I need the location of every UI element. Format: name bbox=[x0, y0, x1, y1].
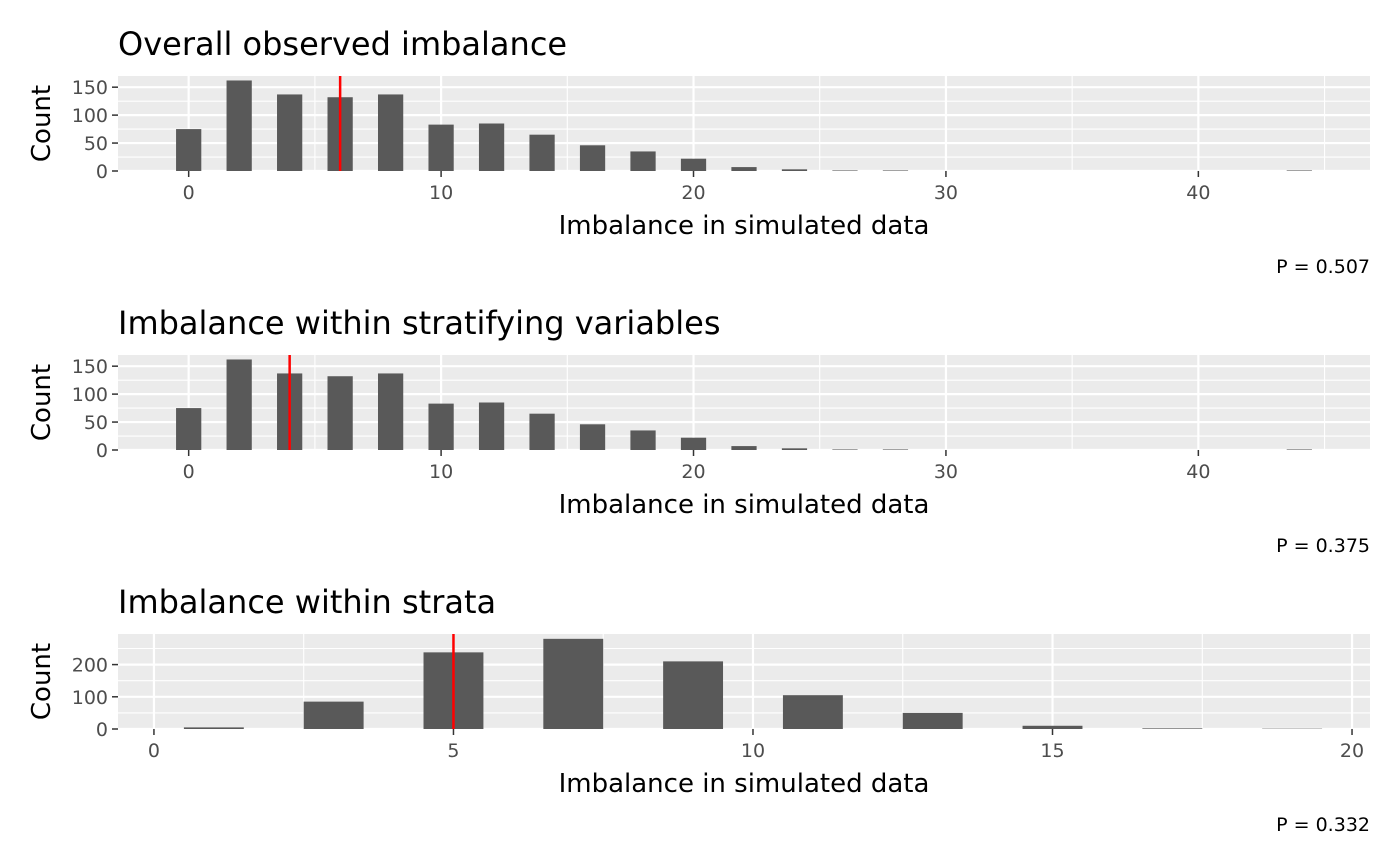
histogram-bar bbox=[782, 695, 843, 729]
y-tick-label: 100 bbox=[72, 105, 108, 127]
x-tick-label: 10 bbox=[429, 461, 453, 483]
y-axis-ticks: 0 50 100 150 bbox=[72, 77, 118, 183]
histogram-bar bbox=[882, 170, 909, 171]
histogram-bar bbox=[226, 359, 252, 450]
histogram-bar bbox=[832, 449, 858, 450]
histogram-bar bbox=[902, 712, 963, 729]
x-tick-label: 10 bbox=[429, 182, 453, 204]
x-tick-label: 30 bbox=[934, 461, 958, 483]
y-tick-label: 0 bbox=[96, 161, 108, 183]
x-tick-label: 0 bbox=[183, 461, 195, 483]
p-value-caption: P = 0.507 bbox=[1276, 256, 1370, 278]
chart-title: Imbalance within stratifying variables bbox=[118, 304, 720, 342]
y-axis-title: Count bbox=[27, 643, 57, 720]
y-tick-label: 0 bbox=[96, 719, 108, 741]
histogram-bar bbox=[1286, 449, 1312, 450]
plot-background bbox=[118, 355, 1370, 450]
histogram-bar bbox=[731, 167, 757, 171]
histogram-bar bbox=[579, 145, 606, 171]
histogram-bar bbox=[680, 437, 707, 450]
chart-panel-overall: Overall observed imbalance 0 50 100 150 0 10… bbox=[27, 25, 1370, 278]
histogram-bar bbox=[176, 408, 202, 450]
histogram-bar bbox=[529, 134, 555, 171]
histogram-bar bbox=[478, 402, 505, 450]
y-tick-label: 150 bbox=[72, 77, 108, 99]
x-tick-label: 40 bbox=[1186, 182, 1210, 204]
y-tick-label: 100 bbox=[72, 384, 108, 406]
histogram-bar bbox=[1286, 170, 1312, 171]
y-axis-title: Count bbox=[27, 364, 57, 441]
histogram-bar bbox=[277, 94, 303, 171]
chart-panel-stratifying-variables: Imbalance within stratifying variables 0… bbox=[27, 304, 1370, 557]
histogram-bar bbox=[377, 373, 404, 450]
histogram-bar bbox=[579, 424, 606, 450]
chart-title: Imbalance within strata bbox=[118, 583, 496, 621]
y-axis-title: Count bbox=[27, 85, 57, 162]
bars bbox=[176, 359, 1312, 450]
x-axis-title: Imbalance in simulated data bbox=[559, 211, 930, 241]
y-axis-ticks: 0 100 200 bbox=[72, 655, 118, 741]
x-tick-label: 30 bbox=[934, 182, 958, 204]
histogram-bar bbox=[630, 151, 656, 171]
y-tick-label: 100 bbox=[72, 687, 108, 709]
x-tick-label: 15 bbox=[1040, 740, 1064, 762]
histogram-bar bbox=[680, 158, 707, 171]
histogram-bar bbox=[183, 727, 244, 729]
x-axis-ticks: 0 5 10 15 20 bbox=[148, 729, 1364, 762]
x-axis-ticks: 0 10 20 30 40 bbox=[183, 450, 1210, 483]
histogram-bar bbox=[663, 661, 724, 729]
chart-title: Overall observed imbalance bbox=[118, 25, 567, 63]
histogram-bar bbox=[1022, 725, 1083, 729]
gridlines bbox=[118, 355, 1370, 452]
histogram-bar bbox=[303, 701, 364, 729]
x-axis-title: Imbalance in simulated data bbox=[559, 490, 930, 520]
histogram-bar bbox=[428, 124, 454, 171]
histogram-bar bbox=[543, 638, 604, 729]
histogram-bar bbox=[781, 169, 808, 171]
x-tick-label: 40 bbox=[1186, 461, 1210, 483]
x-tick-label: 10 bbox=[741, 740, 765, 762]
y-axis-ticks: 0 50 100 150 bbox=[72, 356, 118, 462]
histogram-bar bbox=[882, 449, 909, 450]
x-axis-title: Imbalance in simulated data bbox=[559, 769, 930, 799]
y-tick-label: 150 bbox=[72, 356, 108, 378]
x-tick-label: 5 bbox=[447, 740, 459, 762]
histogram-bar bbox=[1142, 728, 1203, 729]
gridlines bbox=[118, 76, 1370, 173]
plot-background bbox=[118, 76, 1370, 171]
x-tick-label: 0 bbox=[148, 740, 160, 762]
y-tick-label: 50 bbox=[84, 412, 108, 434]
histogram-bar bbox=[630, 430, 656, 450]
x-tick-label: 20 bbox=[681, 182, 705, 204]
x-axis-ticks: 0 10 20 30 40 bbox=[183, 171, 1210, 204]
histogram-bar bbox=[377, 94, 404, 171]
histogram-bar bbox=[529, 413, 555, 450]
histogram-bar bbox=[176, 129, 202, 171]
y-tick-label: 50 bbox=[84, 133, 108, 155]
histogram-bar bbox=[226, 80, 252, 171]
p-value-caption: P = 0.375 bbox=[1276, 535, 1370, 557]
histogram-bar bbox=[428, 403, 454, 450]
x-tick-label: 20 bbox=[681, 461, 705, 483]
histogram-bar bbox=[781, 448, 808, 450]
y-tick-label: 200 bbox=[72, 655, 108, 677]
histogram-bar bbox=[327, 376, 353, 450]
x-tick-label: 20 bbox=[1340, 740, 1364, 762]
histogram-bar bbox=[731, 446, 757, 450]
chart-panel-strata: Imbalance within strata 0 100 200 0 5 10 15 20… bbox=[27, 583, 1370, 836]
x-tick-label: 0 bbox=[183, 182, 195, 204]
histogram-bar bbox=[832, 170, 858, 171]
histogram-bar bbox=[478, 123, 505, 171]
p-value-caption: P = 0.332 bbox=[1276, 814, 1370, 836]
y-tick-label: 0 bbox=[96, 440, 108, 462]
